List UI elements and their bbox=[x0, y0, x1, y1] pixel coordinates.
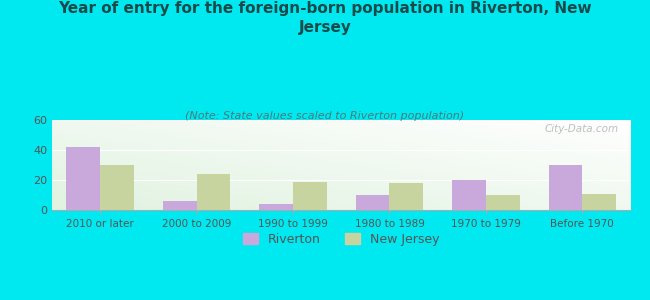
Text: Year of entry for the foreign-born population in Riverton, New
Jersey: Year of entry for the foreign-born popul… bbox=[58, 2, 592, 35]
Bar bbox=[452, 180, 486, 210]
Bar bbox=[163, 201, 196, 210]
Text: (Note: State values scaled to Riverton population): (Note: State values scaled to Riverton p… bbox=[185, 111, 465, 121]
Bar bbox=[486, 195, 519, 210]
Bar bbox=[100, 165, 134, 210]
Bar bbox=[259, 204, 293, 210]
Bar bbox=[293, 182, 327, 210]
Bar bbox=[356, 195, 389, 210]
Legend: Riverton, New Jersey: Riverton, New Jersey bbox=[237, 228, 445, 250]
Bar bbox=[582, 194, 616, 210]
Bar bbox=[549, 165, 582, 210]
Bar bbox=[389, 183, 423, 210]
Bar bbox=[66, 147, 100, 210]
Bar bbox=[196, 174, 230, 210]
Text: City-Data.com: City-Data.com bbox=[545, 124, 619, 134]
